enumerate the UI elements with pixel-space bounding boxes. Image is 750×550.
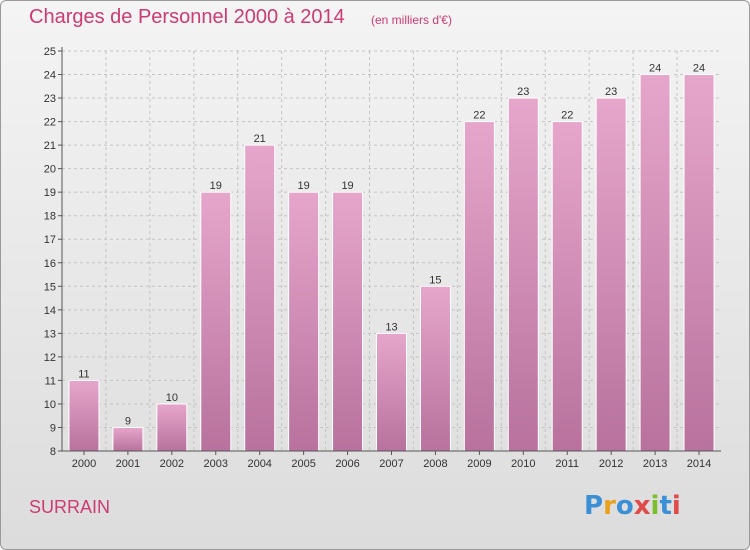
- value-label: 15: [429, 274, 441, 286]
- value-label: 13: [385, 321, 397, 333]
- value-label: 24: [693, 63, 705, 75]
- y-tick-label: 21: [44, 140, 56, 152]
- y-tick-label: 10: [44, 399, 56, 411]
- bar-2009: [463, 121, 495, 452]
- x-tick-label: 2011: [555, 458, 579, 470]
- y-tick-label: 15: [44, 281, 56, 293]
- value-label: 21: [254, 133, 266, 145]
- x-tick-label: 2012: [599, 458, 623, 470]
- x-tick-label: 2009: [467, 458, 491, 470]
- y-tick-label: 19: [44, 187, 56, 199]
- value-label: 22: [473, 110, 485, 122]
- y-tick-label: 17: [44, 234, 56, 246]
- logo-letter: x: [633, 491, 651, 521]
- value-label: 19: [298, 180, 310, 192]
- y-tick-label: 20: [44, 164, 56, 176]
- logo-letter: i: [650, 491, 660, 521]
- x-tick-label: 2005: [291, 458, 315, 470]
- value-label: 10: [166, 392, 178, 404]
- grid-lines: [62, 50, 721, 452]
- bar-2013: [639, 74, 671, 452]
- logo-letter: r: [603, 491, 616, 521]
- x-tick-label: 2007: [379, 458, 403, 470]
- bar-2007: [376, 332, 407, 452]
- commune-name: SURRAIN: [29, 497, 111, 517]
- y-tick-label: 14: [44, 305, 56, 317]
- bar-2008: [419, 285, 451, 452]
- y-tick-label: 8: [50, 446, 56, 458]
- bar-2000: [68, 379, 100, 452]
- logo-letter: i: [671, 491, 681, 521]
- bar-2006: [332, 191, 364, 452]
- value-label: 19: [341, 180, 353, 192]
- bar-2002: [156, 403, 188, 452]
- logo-letter: P: [584, 491, 604, 521]
- bar-2012: [595, 97, 627, 452]
- proxiti-logo: Proxiti: [584, 491, 681, 521]
- labels: 8 9 10 11 12 13 14 15 16 17 18 19 20 21 22 23 24 25 11 2000…: [44, 46, 712, 470]
- value-label: 23: [605, 86, 617, 98]
- x-tick-label: 2014: [687, 458, 711, 470]
- x-tick-label: 2010: [511, 458, 535, 470]
- value-label: 11: [78, 368, 89, 380]
- x-tick-label: 2004: [247, 458, 271, 470]
- bar-2003: [200, 191, 232, 452]
- value-label: 23: [517, 86, 529, 98]
- bar-2010: [507, 97, 539, 452]
- x-tick-label: 2008: [423, 458, 447, 470]
- bar-2001: [112, 426, 144, 452]
- y-tick-label: 12: [44, 352, 56, 364]
- chart-title: Charges de Personnel 2000 à 2014: [29, 6, 345, 28]
- bar-2014: [683, 74, 715, 452]
- y-tick-label: 25: [44, 46, 56, 58]
- y-tick-label: 13: [44, 328, 56, 340]
- y-tick-label: 24: [44, 70, 56, 82]
- x-tick-label: 2001: [116, 458, 140, 470]
- bar-2004: [244, 144, 276, 452]
- y-tick-label: 16: [44, 258, 56, 270]
- value-label: 9: [125, 415, 131, 427]
- y-tick-label: 11: [45, 375, 56, 387]
- y-tick-label: 9: [50, 422, 56, 434]
- value-label: 19: [210, 180, 222, 192]
- value-label: 22: [561, 110, 573, 122]
- x-tick-label: 2003: [204, 458, 228, 470]
- x-tick-label: 2013: [643, 458, 667, 470]
- axes: [58, 47, 721, 455]
- chart-subtitle: (en milliers d'€): [371, 13, 452, 27]
- x-tick-label: 2002: [160, 458, 184, 470]
- value-label: 24: [649, 63, 661, 75]
- bar-2011: [551, 121, 583, 452]
- y-tick-label: 23: [44, 93, 56, 105]
- logo-letter: o: [615, 491, 634, 521]
- y-tick-label: 22: [44, 117, 56, 129]
- logo-letter: t: [659, 491, 672, 521]
- y-tick-label: 18: [44, 211, 56, 223]
- bar-2005: [288, 191, 320, 452]
- x-tick-label: 2006: [335, 458, 359, 470]
- x-tick-label: 2000: [72, 458, 96, 470]
